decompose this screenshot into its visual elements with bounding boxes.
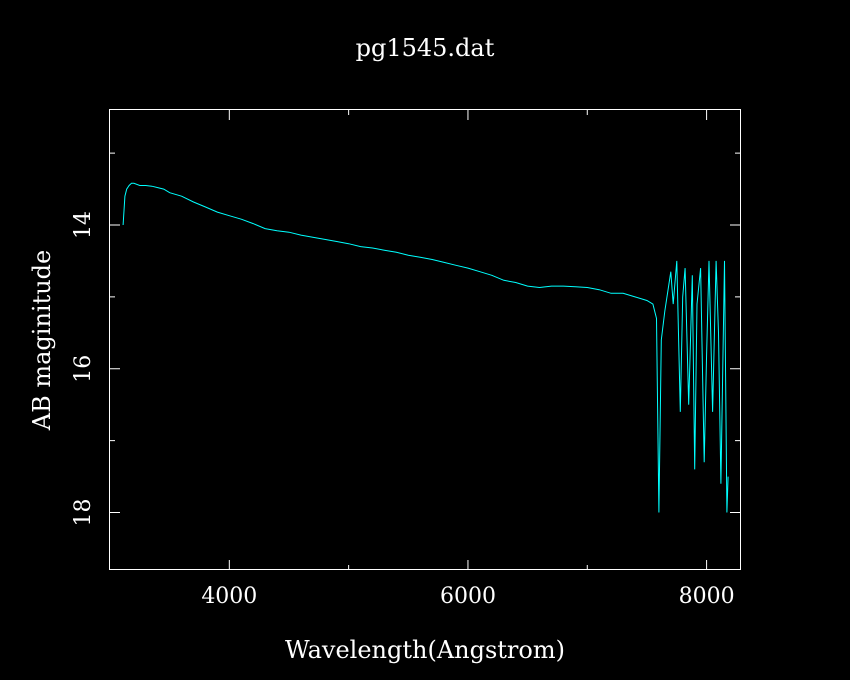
x-axis-title: Wavelength(Angstrom): [285, 636, 565, 664]
plot-frame: [109, 109, 741, 570]
x-tick-label: 4000: [201, 584, 257, 609]
y-tick-label: 16: [71, 355, 96, 383]
y-tick-label: 14: [71, 211, 96, 239]
x-tick-label: 8000: [679, 584, 735, 609]
spectrum-line: [122, 182, 729, 513]
y-tick-label: 18: [71, 499, 96, 527]
chart-title: pg1545.dat: [356, 34, 495, 62]
axis-tick-labels: 4000 6000 8000 14 16 18: [71, 211, 735, 609]
x-tick-label: 6000: [440, 584, 496, 609]
y-axis-title: AB maginitude: [28, 250, 56, 432]
axis-ticks: [110, 110, 740, 570]
